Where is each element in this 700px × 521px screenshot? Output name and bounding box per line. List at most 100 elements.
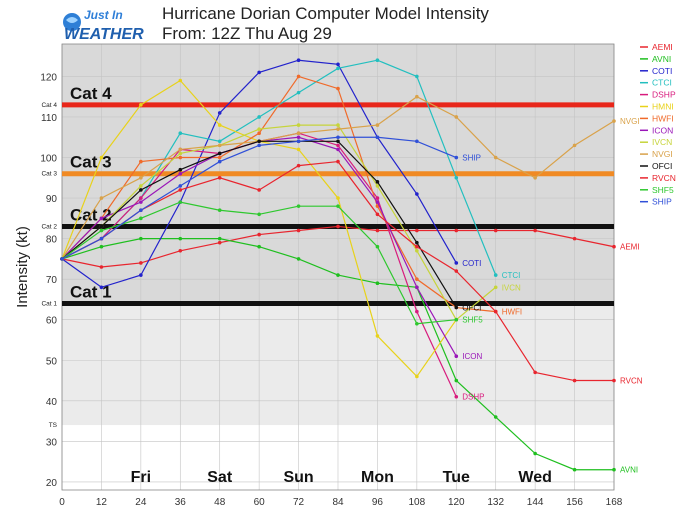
- data-point: [336, 62, 340, 67]
- data-point: [415, 277, 419, 281]
- y-tick-label: 120: [40, 72, 57, 83]
- data-point: [257, 131, 261, 135]
- data-point: [257, 188, 261, 192]
- data-point: [533, 370, 537, 375]
- data-point: [415, 321, 419, 326]
- x-tick-label: 108: [409, 497, 426, 508]
- data-point: [257, 143, 261, 148]
- threshold-label: Cat 3: [70, 153, 112, 172]
- data-point: [296, 58, 301, 63]
- data-point: [454, 305, 459, 310]
- data-point: [375, 281, 380, 286]
- x-tick-label: 72: [293, 497, 305, 508]
- x-tick-label: 0: [59, 497, 65, 508]
- x-tick-label: 144: [527, 497, 544, 508]
- series-end-label: OFCI: [462, 304, 481, 313]
- data-point: [99, 224, 104, 229]
- data-point: [454, 228, 459, 233]
- data-point: [336, 139, 340, 144]
- data-point: [296, 139, 301, 144]
- data-point: [217, 208, 222, 213]
- data-point: [533, 451, 537, 456]
- day-label: Sat: [207, 469, 233, 486]
- data-point: [493, 285, 498, 290]
- data-point: [454, 261, 459, 265]
- data-point: [296, 228, 301, 233]
- data-point: [454, 354, 459, 359]
- x-tick-label: 156: [566, 497, 583, 508]
- data-point: [454, 155, 459, 160]
- data-point: [415, 139, 419, 144]
- data-point: [178, 171, 183, 176]
- x-tick-label: 84: [332, 497, 344, 508]
- legend-entry: AVNI: [652, 54, 671, 64]
- data-point: [296, 163, 301, 168]
- data-point: [296, 204, 301, 208]
- data-point: [217, 151, 222, 156]
- data-point: [178, 147, 183, 152]
- threshold-tick-label: Cat 1: [41, 300, 57, 307]
- data-point: [178, 151, 183, 156]
- y-tick-label: 50: [46, 356, 58, 367]
- chart-subtitle: From: 12Z Thu Aug 29: [162, 24, 332, 43]
- data-point: [217, 143, 222, 148]
- series-end-label: IVCN: [502, 283, 521, 292]
- data-point: [217, 111, 222, 115]
- data-point: [217, 123, 222, 127]
- data-point: [257, 232, 261, 237]
- y-tick-label: 110: [41, 113, 57, 124]
- logo-line1: Just In: [84, 8, 123, 22]
- data-point: [99, 236, 104, 241]
- legend-entry: HWFI: [652, 113, 674, 123]
- series-end-label: SHF5: [462, 316, 483, 325]
- data-point: [493, 228, 498, 233]
- data-point: [99, 285, 104, 290]
- y-axis-title: Intensity (kt): [14, 226, 31, 308]
- data-point: [375, 212, 380, 217]
- y-tick-label: 70: [46, 275, 58, 286]
- data-point: [178, 236, 183, 241]
- data-point: [375, 123, 380, 127]
- data-point: [217, 155, 222, 160]
- legend-entry: COTI: [652, 66, 672, 76]
- legend-entry: HMNI: [652, 102, 674, 112]
- data-point: [375, 196, 380, 200]
- legend-entry: ICON: [652, 125, 673, 135]
- data-point: [336, 135, 340, 140]
- legend-entry: SHIP: [652, 197, 672, 207]
- day-label: Wed: [518, 469, 551, 486]
- data-point: [139, 200, 143, 204]
- data-point: [178, 167, 183, 172]
- data-point: [296, 90, 301, 95]
- data-point: [336, 66, 340, 71]
- chart-title: Hurricane Dorian Computer Model Intensit…: [162, 4, 489, 23]
- data-point: [296, 74, 301, 79]
- day-label: Mon: [361, 469, 394, 486]
- y-tick-label: 40: [46, 397, 58, 408]
- legend-entry: NVGI: [652, 149, 673, 159]
- data-point: [178, 188, 183, 192]
- data-point: [415, 192, 419, 196]
- data-point: [217, 236, 222, 241]
- data-point: [375, 244, 380, 249]
- data-point: [139, 159, 143, 164]
- data-point: [415, 244, 419, 249]
- data-point: [572, 467, 577, 472]
- threshold-tick-label: Cat 4: [41, 102, 57, 109]
- data-point: [375, 184, 380, 188]
- x-tick-label: 120: [448, 497, 465, 508]
- x-tick-label: 48: [214, 497, 226, 508]
- day-label: Tue: [443, 469, 470, 486]
- data-point: [296, 123, 301, 127]
- data-point: [493, 273, 498, 277]
- x-tick-label: 12: [96, 497, 108, 508]
- legend-entry: SHF5: [652, 185, 674, 195]
- data-point: [612, 244, 616, 249]
- y-tick-label: 30: [46, 437, 58, 448]
- data-point: [336, 143, 340, 148]
- data-point: [415, 374, 419, 379]
- x-tick-label: 24: [135, 497, 147, 508]
- data-point: [336, 127, 340, 131]
- data-point: [217, 159, 222, 164]
- data-point: [336, 273, 340, 277]
